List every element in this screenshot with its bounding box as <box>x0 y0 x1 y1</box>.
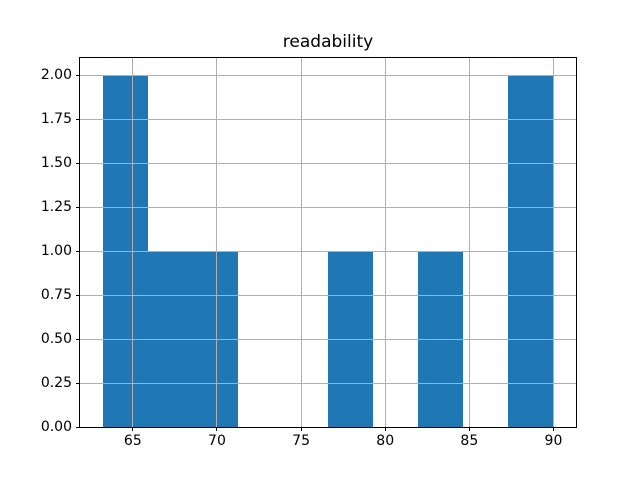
y-gridline <box>80 206 576 208</box>
x-gridline <box>300 57 302 428</box>
y-gridline <box>80 338 576 340</box>
x-tick-mark <box>552 427 554 432</box>
y-tick-mark <box>76 426 80 428</box>
y-tick-mark <box>76 294 80 296</box>
y-tick-mark <box>76 338 80 340</box>
x-gridline <box>132 57 134 428</box>
y-tick-label: 1.75 <box>40 111 72 128</box>
y-gridline <box>80 118 576 120</box>
x-tick-mark <box>132 427 134 432</box>
x-tick-label: 75 <box>292 433 310 450</box>
x-gridline <box>216 57 218 428</box>
x-tick-label: 65 <box>123 433 142 450</box>
plot-area <box>80 57 576 428</box>
y-tick-label: 0.50 <box>40 331 72 348</box>
chart-title: readability <box>282 32 374 52</box>
y-tick-label: 1.25 <box>40 199 72 216</box>
x-tick-mark <box>384 427 386 432</box>
y-gridline <box>80 294 576 296</box>
y-tick-mark <box>76 162 80 164</box>
x-tick-label: 90 <box>544 433 563 450</box>
y-tick-mark <box>76 118 80 120</box>
x-tick-label: 85 <box>460 433 479 450</box>
y-gridline <box>80 74 576 76</box>
y-gridline <box>80 162 576 164</box>
x-gridline <box>552 57 554 428</box>
x-tick-label: 80 <box>376 433 395 450</box>
y-gridline <box>80 250 576 252</box>
y-gridline <box>80 426 576 428</box>
y-gridline <box>80 382 576 384</box>
x-tick-label: 70 <box>208 433 226 450</box>
y-tick-label: 1.00 <box>40 243 72 260</box>
y-tick-label: 0.00 <box>40 419 72 436</box>
y-tick-mark <box>76 382 80 384</box>
y-tick-mark <box>76 74 80 76</box>
y-tick-label: 2.00 <box>40 67 72 84</box>
y-tick-mark <box>76 206 80 208</box>
x-gridline <box>384 57 386 428</box>
y-tick-label: 0.25 <box>40 375 72 392</box>
x-tick-mark <box>300 427 302 432</box>
x-tick-mark <box>216 427 218 432</box>
x-tick-mark <box>468 427 470 432</box>
y-tick-label: 1.50 <box>40 155 72 172</box>
x-gridline <box>468 57 470 428</box>
y-tick-mark <box>76 250 80 252</box>
y-tick-label: 0.75 <box>40 287 72 304</box>
